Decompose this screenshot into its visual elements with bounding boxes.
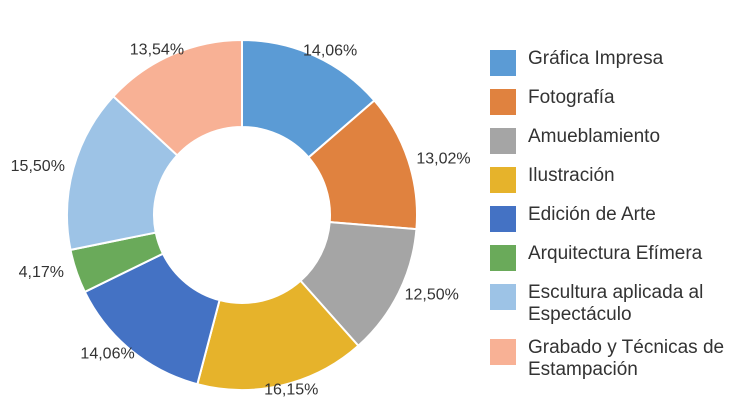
data-label: 13,54% bbox=[130, 41, 184, 58]
data-label: 13,02% bbox=[416, 150, 470, 167]
legend-label: Edición de Arte bbox=[528, 204, 656, 225]
legend-item: Edición de Arte bbox=[490, 204, 750, 232]
legend-label: Arquitectura Efímera bbox=[528, 243, 703, 264]
legend-label: Escultura aplicada al Espectáculo bbox=[528, 282, 704, 325]
data-label: 4,17% bbox=[19, 264, 64, 281]
legend-item: Arquitectura Efímera bbox=[490, 243, 750, 271]
plot: 14,06% 13,02% 12,50% 16,15% 14,06% 4,17% 15,50… bbox=[11, 38, 471, 398]
legend-item: Escultura aplicada al Espectáculo bbox=[490, 282, 750, 326]
legend-label: Grabado y Técnicas de Estampación bbox=[528, 337, 725, 380]
legend-label: Amueblamiento bbox=[528, 126, 661, 147]
legend-item: Amueblamiento bbox=[490, 126, 750, 154]
data-label: 14,06% bbox=[80, 345, 134, 362]
legend-swatch bbox=[490, 167, 516, 193]
data-label: 12,50% bbox=[405, 287, 459, 304]
data-label: 16,15% bbox=[264, 381, 318, 398]
legend-item: Grabado y Técnicas de Estampación bbox=[490, 337, 750, 381]
data-label: 15,50% bbox=[11, 158, 65, 175]
legend-swatch bbox=[490, 206, 516, 232]
slice bbox=[111, 38, 243, 157]
legend-label: Fotografía bbox=[528, 87, 615, 108]
legend-swatch bbox=[490, 245, 516, 271]
legend-swatch bbox=[490, 50, 516, 76]
legend-item: Gráfica Impresa bbox=[490, 48, 750, 76]
data-label: 14,06% bbox=[303, 43, 357, 60]
legend-label: Ilustración bbox=[528, 165, 615, 186]
legend-swatch bbox=[490, 339, 516, 365]
legend-swatch bbox=[490, 284, 516, 310]
slice bbox=[66, 94, 179, 252]
legend-item: Fotografía bbox=[490, 87, 750, 115]
legend-label: Gráfica Impresa bbox=[528, 48, 664, 69]
legend: Gráfica Impresa Fotografía Amueblamiento Il… bbox=[490, 48, 750, 392]
legend-item: Ilustración bbox=[490, 165, 750, 193]
legend-swatch bbox=[490, 128, 516, 154]
legend-swatch bbox=[490, 89, 516, 115]
